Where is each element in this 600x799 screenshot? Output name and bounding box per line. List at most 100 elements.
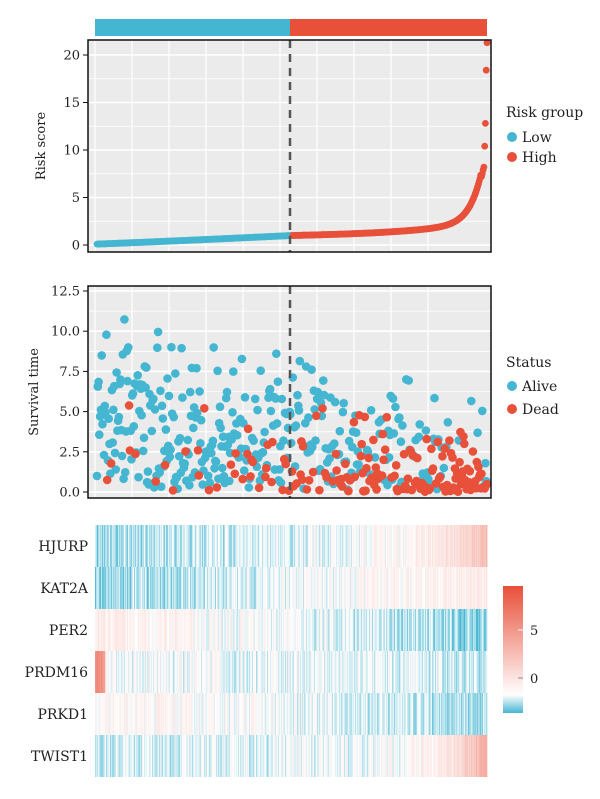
heatmap-cell — [311, 525, 313, 567]
heatmap-cell — [443, 693, 445, 735]
heatmap-cell — [467, 609, 469, 651]
heatmap-cell — [247, 735, 249, 777]
survival-point — [108, 438, 117, 447]
heatmap-cell — [470, 567, 472, 609]
heatmap-cell — [175, 651, 178, 693]
heatmap-cell — [195, 651, 197, 693]
heatmap-cell — [305, 525, 307, 567]
legend-high-marker — [507, 152, 517, 162]
heatmap-cell — [156, 693, 158, 735]
heatmap-cell — [146, 609, 148, 651]
heatmap-cell — [398, 609, 400, 651]
heatmap-cell — [272, 735, 274, 777]
heatmap-cell — [256, 567, 258, 609]
heatmap-cell — [225, 735, 227, 777]
survival-point — [95, 430, 104, 440]
heatmap-cell — [312, 693, 314, 735]
heatmap-cell — [358, 567, 361, 609]
heatmap-cell — [383, 693, 385, 735]
heatmap-cell — [461, 693, 463, 735]
heatmap-cell — [448, 525, 450, 567]
heatmap-cell — [298, 693, 300, 735]
heatmap-cell — [298, 651, 300, 693]
heatmap-cell — [143, 525, 145, 567]
survival-point — [222, 387, 232, 397]
heatmap-cell — [107, 693, 109, 735]
heatmap-cell — [122, 525, 124, 567]
survival-point — [200, 404, 209, 413]
heatmap-cell — [307, 651, 309, 693]
heatmap-cell — [454, 651, 456, 693]
heatmap-cell — [180, 609, 182, 651]
heatmap-cell — [246, 567, 248, 609]
survival-point — [124, 401, 134, 410]
heatmap-cell — [278, 693, 280, 735]
heatmap-cell — [138, 693, 141, 735]
heatmap-cell — [102, 735, 104, 777]
heatmap-cell — [290, 651, 292, 693]
heatmap-cell — [404, 693, 406, 735]
risk-score-point — [483, 39, 491, 47]
heatmap-cell — [217, 651, 219, 693]
heatmap-cell — [438, 693, 440, 735]
heatmap-cell — [446, 609, 448, 651]
heatmap-cell — [306, 609, 308, 651]
heatmap-cell — [200, 567, 202, 609]
heatmap-cell — [461, 735, 463, 777]
heatmap-cell — [314, 525, 316, 567]
heatmap-cell — [415, 651, 417, 693]
heatmap-cell — [282, 525, 284, 567]
heatmap-cell — [263, 693, 265, 735]
heatmap-cell — [344, 693, 346, 735]
heatmap-cell — [428, 525, 430, 567]
heatmap-cell — [287, 609, 289, 651]
heatmap-cell — [446, 609, 449, 651]
heatmap-cell — [233, 525, 235, 567]
heatmap-cell — [152, 651, 154, 693]
heatmap-colorbar: 5 0 — [503, 586, 538, 713]
heatmap-cell — [242, 567, 244, 609]
heatmap-cell — [287, 651, 289, 693]
heatmap-cell — [153, 735, 156, 777]
heatmap-cell — [433, 693, 435, 735]
heatmap-cell — [432, 525, 434, 567]
heatmap-cell — [225, 609, 227, 651]
heatmap-cell — [270, 693, 272, 735]
heatmap-cell — [423, 735, 425, 777]
heatmap-cell — [213, 735, 215, 777]
heatmap-cell — [466, 609, 468, 651]
heatmap-cell — [164, 567, 166, 609]
heatmap-cell — [456, 567, 458, 609]
heatmap-cell — [379, 693, 381, 735]
heatmap-cell — [220, 567, 222, 609]
heatmap-cell — [309, 567, 311, 609]
survival-point — [250, 394, 260, 404]
heatmap-cell — [124, 525, 126, 567]
heatmap-cell — [207, 525, 209, 567]
heatmap-cell — [104, 609, 106, 651]
heatmap-cell — [283, 609, 285, 651]
heatmap-cell — [349, 693, 351, 735]
heatmap-cell — [344, 609, 346, 651]
heatmap-cell — [356, 735, 358, 777]
heatmap-cell — [375, 693, 377, 735]
heatmap-cell — [371, 609, 373, 651]
heatmap-cell — [102, 567, 104, 609]
heatmap-cell — [369, 651, 372, 693]
heatmap-cell — [183, 693, 185, 735]
heatmap-cell — [254, 567, 256, 609]
heatmap-cell — [391, 609, 393, 651]
heatmap-cell — [303, 567, 306, 609]
heatmap-cell — [193, 609, 195, 651]
heatmap-cell — [209, 525, 211, 567]
heatmap-cell — [378, 735, 380, 777]
heatmap-cell — [203, 567, 205, 609]
heatmap-cell — [366, 651, 368, 693]
heatmap-cell — [393, 525, 395, 567]
heatmap-cell — [322, 651, 324, 693]
heatmap-cell — [357, 567, 359, 609]
heatmap-cell — [168, 567, 170, 609]
heatmap-cell — [246, 609, 248, 651]
heatmap-cell — [330, 735, 332, 777]
heatmap-cell — [253, 735, 255, 777]
